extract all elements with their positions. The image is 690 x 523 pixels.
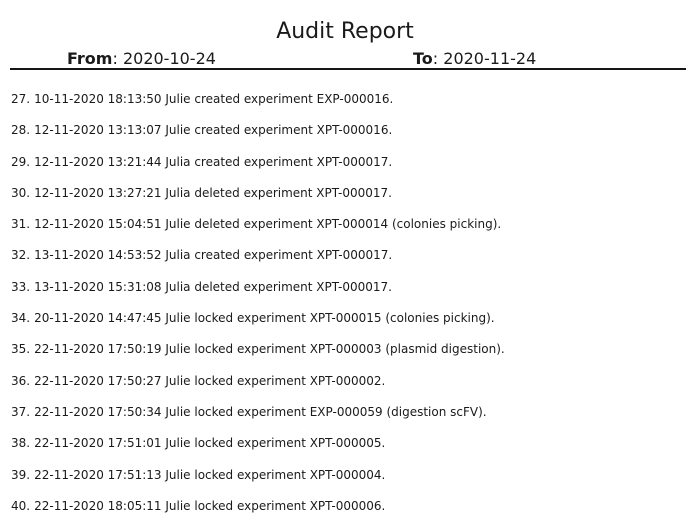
audit-entry: 33. 13-11-2020 15:31:08 Julia deleted exp…	[11, 272, 690, 303]
page-title: Audit Report	[276, 19, 414, 44]
audit-entry: 32. 13-11-2020 14:53:52 Julia created exp…	[11, 240, 690, 271]
entry-number: 32.	[11, 248, 31, 263]
entry-number: 28.	[11, 123, 31, 138]
entry-number: 33.	[11, 279, 31, 294]
entry-number: 27.	[11, 92, 31, 106]
entry-text: 22-11-2020 17:50:27 Julie locked experim…	[34, 373, 386, 388]
entry-text: 13-11-2020 15:31:08 Julia deleted experi…	[34, 279, 392, 294]
entry-text: 22-11-2020 17:50:34 Julie locked experim…	[34, 404, 487, 419]
audit-entry: 34. 20-11-2020 14:47:45 Julie locked expe…	[11, 303, 690, 334]
entry-text: 12-11-2020 13:27:21 Julia deleted experi…	[34, 185, 392, 200]
audit-entry: 30. 12-11-2020 13:27:21 Julia deleted exp…	[11, 178, 690, 209]
entry-number: 31.	[11, 217, 31, 232]
from-colon: :	[112, 49, 123, 68]
entry-number: 40.	[11, 498, 31, 513]
entry-number: 36.	[11, 373, 31, 388]
from-date: 2020-10-24	[122, 49, 216, 68]
audit-entry: 35. 22-11-2020 17:50:19 Julie locked expe…	[11, 334, 690, 365]
entry-text: 10-11-2020 18:13:50 Julie created experi…	[34, 92, 394, 106]
entry-text: 22-11-2020 18:05:11 Julie locked experim…	[34, 498, 386, 513]
audit-entry: 28. 12-11-2020 13:13:07 Julie created exp…	[11, 115, 690, 146]
entry-text: 22-11-2020 17:51:13 Julie locked experim…	[34, 467, 386, 482]
audit-entry: 31. 12-11-2020 15:04:51 Julie deleted exp…	[11, 209, 690, 240]
entry-number: 30.	[11, 185, 31, 200]
entry-text: 12-11-2020 15:04:51 Julie deleted experi…	[34, 217, 502, 232]
audit-entry: 36. 22-11-2020 17:50:27 Julie locked expe…	[11, 366, 690, 397]
audit-entry: 39. 22-11-2020 17:51:13 Julie locked expe…	[11, 460, 690, 491]
audit-entry: 40. 22-11-2020 18:05:11 Julie locked expe…	[11, 491, 690, 522]
entry-number: 34.	[11, 311, 31, 326]
entry-number: 37.	[11, 404, 31, 419]
entry-number: 38.	[11, 436, 31, 451]
entry-text: 13-11-2020 14:53:52 Julia created experi…	[34, 248, 393, 263]
audit-entry: 29. 12-11-2020 13:21:44 Julia created exp…	[11, 147, 690, 178]
audit-entry: 27. 10-11-2020 18:13:50 Julie created exp…	[11, 84, 690, 115]
to-date: 2020-11-24	[443, 49, 537, 68]
entry-text: 22-11-2020 17:50:19 Julie locked experim…	[34, 342, 505, 357]
entry-text: 12-11-2020 13:13:07 Julie created experi…	[34, 123, 393, 138]
entry-number: 29.	[11, 154, 31, 169]
entry-number: 35.	[11, 342, 31, 357]
to-colon: :	[432, 49, 444, 68]
entry-text: 20-11-2020 14:47:45 Julie locked experim…	[34, 311, 495, 326]
audit-entry: 38. 22-11-2020 17:51:01 Julie locked expe…	[11, 428, 690, 459]
audit-entry-list: 27. 10-11-2020 18:13:50 Julie created exp…	[11, 84, 690, 522]
audit-entry: 37. 22-11-2020 17:50:34 Julie locked expe…	[11, 397, 690, 428]
entry-text: 22-11-2020 17:51:01 Julie locked experim…	[34, 436, 386, 451]
header-divider	[10, 68, 686, 70]
entry-text: 12-11-2020 13:21:44 Julia created experi…	[34, 154, 393, 169]
date-range-to: To: 2020-11-24	[413, 50, 536, 68]
entry-number: 39.	[11, 467, 31, 482]
date-range-from: From: 2020-10-24	[67, 50, 216, 68]
to-label: To	[413, 49, 433, 68]
from-label: From	[67, 49, 113, 68]
